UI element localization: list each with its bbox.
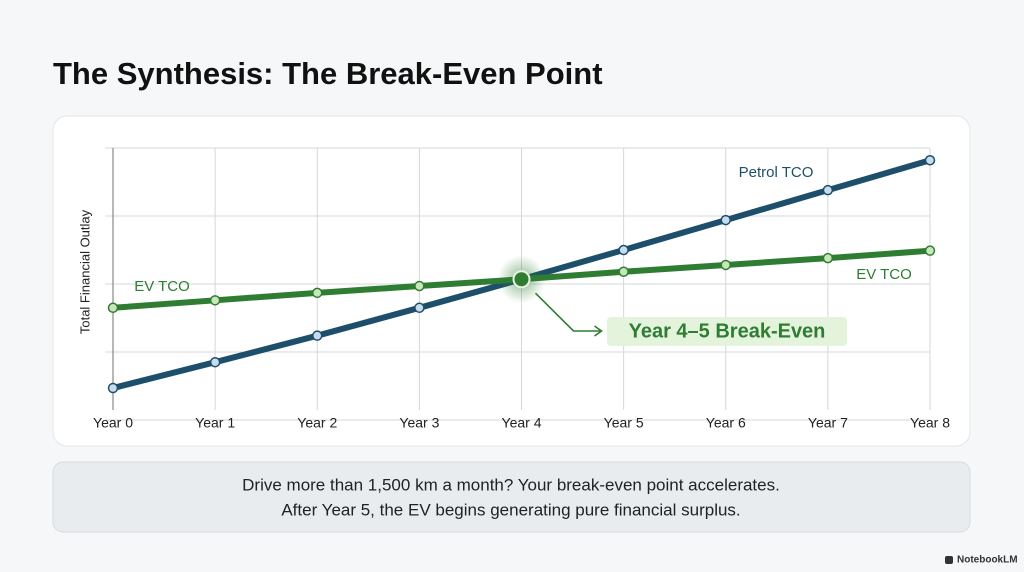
data-point [720,214,731,226]
x-tick-label: Year 7 [808,415,848,431]
data-point [822,184,834,196]
x-tick-label: Year 3 [399,415,439,431]
data-point [720,259,731,271]
caption-line: Drive more than 1,500 km a month? Your b… [242,475,780,494]
x-tick-label: Year 4 [502,415,542,431]
data-point [312,287,323,299]
x-tick-label: Year 0 [93,415,133,431]
data-point [312,330,323,341]
data-point [209,295,221,306]
data-point [618,244,629,256]
annotation-box [607,317,847,346]
x-tick-label: Year 8 [910,415,950,431]
x-tick-label: Year 2 [297,415,337,431]
annotation-arrow [534,292,603,337]
data-point [618,266,629,278]
data-point [924,245,936,256]
slide-title: The Synthesis: The Break-Even Point [53,56,603,91]
data-point [414,280,425,292]
x-tick-label: Year 1 [195,415,235,431]
x-tick-label: Year 5 [604,415,644,431]
break-even-point [512,270,531,289]
footer-icon [945,556,953,564]
data-point [107,382,119,394]
series-label: Petrol TCO [739,164,814,181]
annotation: Year 4–5 Break-Even [629,320,826,342]
x-tick-label: Year 6 [706,415,746,431]
caption-box [52,461,971,533]
y-axis-label: Total Financial Outlay [77,209,92,334]
data-point [209,356,221,368]
data-point [107,302,119,314]
data-point [924,154,936,166]
data-point [414,302,425,314]
data-point [822,252,834,264]
footer-brand: NotebookLM [957,555,1018,566]
series-label: EV TCO [134,278,190,295]
series-label: EV TCO [856,266,912,283]
caption-line: After Year 5, the EV begins generating p… [281,500,740,519]
